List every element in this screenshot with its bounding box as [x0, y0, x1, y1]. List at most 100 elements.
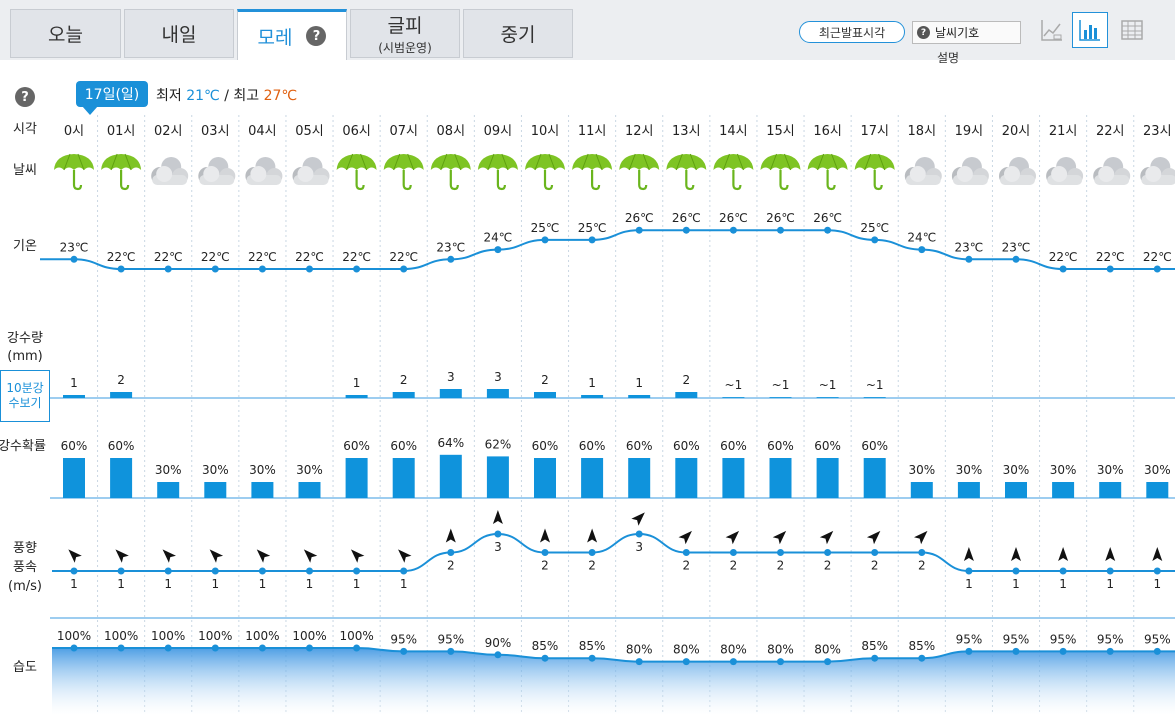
temperature-point — [353, 265, 361, 273]
umbrella-canopy — [383, 154, 424, 170]
cloud-puff — [292, 167, 311, 185]
tab-mid-term[interactable]: 중기 — [463, 9, 573, 58]
umbrella-handle — [119, 170, 130, 191]
humidity-point — [353, 644, 361, 652]
wind-speed-label: 1 — [70, 577, 78, 591]
humidity-label: 80% — [767, 643, 794, 657]
tab-today[interactable]: 오늘 — [10, 9, 121, 58]
weather-symbol-select[interactable]: ? 날씨기호 — [912, 21, 1021, 44]
cloud-base — [246, 175, 282, 185]
precip-bar — [63, 395, 85, 398]
row-label-precip: 강수량 — [7, 331, 43, 346]
precip-label: 2 — [400, 373, 408, 387]
pop-bar — [486, 456, 509, 498]
pop-bar — [204, 482, 227, 498]
humidity-line — [52, 647, 1175, 663]
umbrella-handle — [873, 170, 883, 191]
tab-three-days[interactable]: 글피 (시범운영) — [350, 9, 460, 58]
pop-label: 60% — [626, 439, 653, 453]
humidity-label: 100% — [292, 629, 326, 643]
row-label-precip-unit: (mm) — [7, 349, 43, 364]
pop-bar — [1099, 482, 1122, 498]
wind-speed-label: 1 — [117, 577, 125, 591]
pop-label: 30% — [1050, 463, 1077, 477]
humidity-label: 95% — [1144, 632, 1171, 646]
tab-label: 글피 — [387, 15, 423, 37]
hour-label: 04시 — [248, 124, 277, 139]
temperature-label: 22℃ — [1143, 250, 1172, 264]
humidity-label: 100% — [151, 629, 185, 643]
wind-point — [306, 567, 313, 575]
hour-label: 02시 — [154, 124, 183, 139]
table-view-icon[interactable] — [1114, 12, 1150, 48]
tab-day-after-tomorrow[interactable]: 모레 ? — [237, 9, 347, 60]
tab-tomorrow[interactable]: 내일 — [124, 9, 234, 58]
umbrella-handle — [685, 170, 695, 191]
precip-bar — [722, 397, 745, 398]
arrow-head — [256, 549, 271, 563]
pop-label: 30% — [249, 463, 276, 477]
cloud-puff — [1067, 168, 1084, 184]
hour-label: 10시 — [531, 124, 560, 139]
humidity-label: 100% — [198, 629, 232, 643]
umbrella-icon — [525, 153, 565, 191]
precip-label: 2 — [541, 373, 549, 387]
pop-bar — [534, 458, 556, 498]
help-icon[interactable]: ? — [306, 26, 327, 46]
humidity-point — [965, 647, 973, 655]
min-temp: 21℃ — [186, 88, 220, 104]
precip-bar — [628, 395, 651, 398]
humidity-label: 95% — [390, 632, 417, 646]
help-icon[interactable]: ? — [15, 87, 35, 107]
umbrella-icon — [854, 153, 895, 191]
temperature-label: 23℃ — [1002, 240, 1031, 254]
hour-label: 07시 — [389, 124, 418, 139]
humidity-label: 80% — [814, 643, 841, 657]
wind-speed-label: 2 — [541, 559, 549, 573]
arrow-head — [209, 549, 224, 563]
precip-label: 3 — [447, 370, 455, 384]
bar-chart-view-icon[interactable] — [1072, 12, 1108, 48]
line-chart-view-icon[interactable] — [1034, 12, 1070, 48]
recent-announce-button[interactable]: 최근발표시각 — [799, 21, 905, 43]
temperature-point — [824, 226, 832, 234]
umbrella-icon — [430, 153, 471, 191]
wind-speed-label: 2 — [447, 559, 455, 573]
humidity-point — [729, 658, 737, 666]
pop-label: 60% — [720, 439, 747, 453]
umbrella-icon — [619, 153, 660, 191]
umbrella-handle — [732, 170, 742, 191]
arrow-head — [1105, 547, 1116, 561]
pop-label: 60% — [767, 439, 794, 453]
wind-arrow-icon — [1011, 547, 1021, 561]
ten-minute-precip-button[interactable]: 10분강수보기 — [0, 370, 50, 422]
hour-label: 01시 — [107, 124, 136, 139]
temperature-point — [635, 226, 643, 234]
temperature-label: 26℃ — [719, 211, 748, 225]
cloud-base — [152, 175, 188, 185]
humidity-point — [400, 647, 408, 655]
hour-label: 17시 — [860, 124, 889, 139]
row-label-pop: 강수확률 — [0, 439, 46, 454]
hour-label: 0시 — [64, 124, 84, 139]
pop-label: 60% — [861, 439, 888, 453]
arrow-head — [819, 530, 834, 545]
wind-arrow-icon — [398, 549, 412, 563]
pop-bar — [392, 458, 415, 498]
humidity-label: 95% — [437, 632, 464, 646]
humidity-point — [164, 644, 172, 652]
wind-point — [588, 549, 596, 556]
umbrella-ribs — [393, 153, 415, 171]
wind-speed-label: 2 — [918, 559, 926, 573]
wind-speed-label: 1 — [211, 577, 219, 591]
precip-bar — [581, 395, 604, 398]
cloud-puff — [255, 157, 276, 177]
temperature-label: 24℃ — [484, 231, 513, 245]
cloud-icon — [245, 157, 283, 185]
cloud-puff — [219, 168, 236, 184]
humidity-label: 100% — [57, 629, 91, 643]
pop-bar — [1052, 482, 1075, 498]
precip-label: 2 — [682, 373, 690, 387]
tab-sublabel: (시범운영) — [378, 41, 432, 55]
cloud-puff — [961, 157, 982, 177]
